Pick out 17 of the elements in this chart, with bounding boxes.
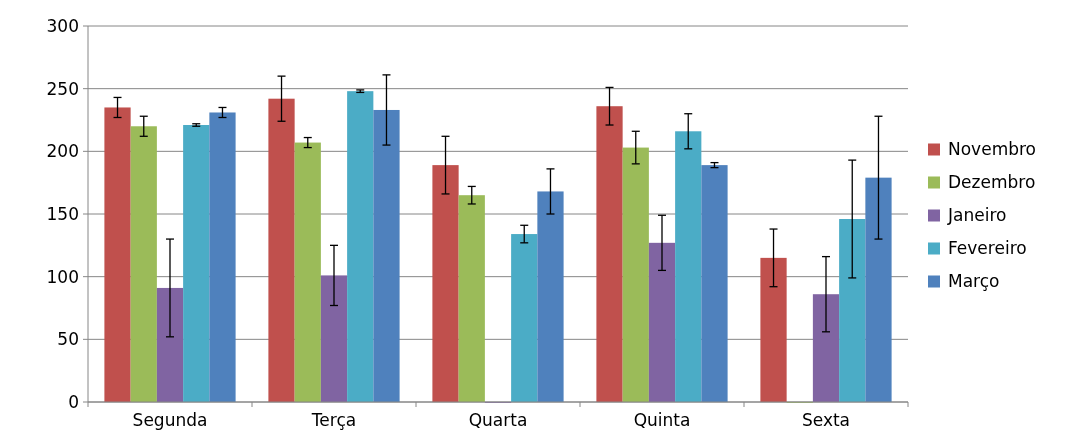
x-tick-label: Segunda	[132, 410, 208, 430]
legend-label: Março	[948, 271, 1000, 292]
x-tick-label: Quarta	[468, 410, 528, 430]
x-tick-label: Sexta	[801, 410, 851, 430]
y-tick-label: 150	[46, 203, 79, 224]
y-tick-label: 50	[57, 329, 79, 350]
y-tick-label: 100	[46, 266, 79, 287]
legend-label: Fevereiro	[948, 238, 1027, 259]
x-tick-label: Terça	[310, 410, 357, 430]
legend-label: Janeiro	[947, 205, 1007, 226]
legend-label: Novembro	[948, 139, 1037, 160]
y-tick-label: 200	[46, 141, 79, 162]
y-tick-label: 250	[46, 78, 79, 99]
x-tick-label: Quinta	[633, 410, 691, 430]
y-tick-label: 0	[68, 391, 79, 412]
y-tick-label: 300	[46, 15, 79, 36]
legend-label: Dezembro	[948, 172, 1036, 193]
